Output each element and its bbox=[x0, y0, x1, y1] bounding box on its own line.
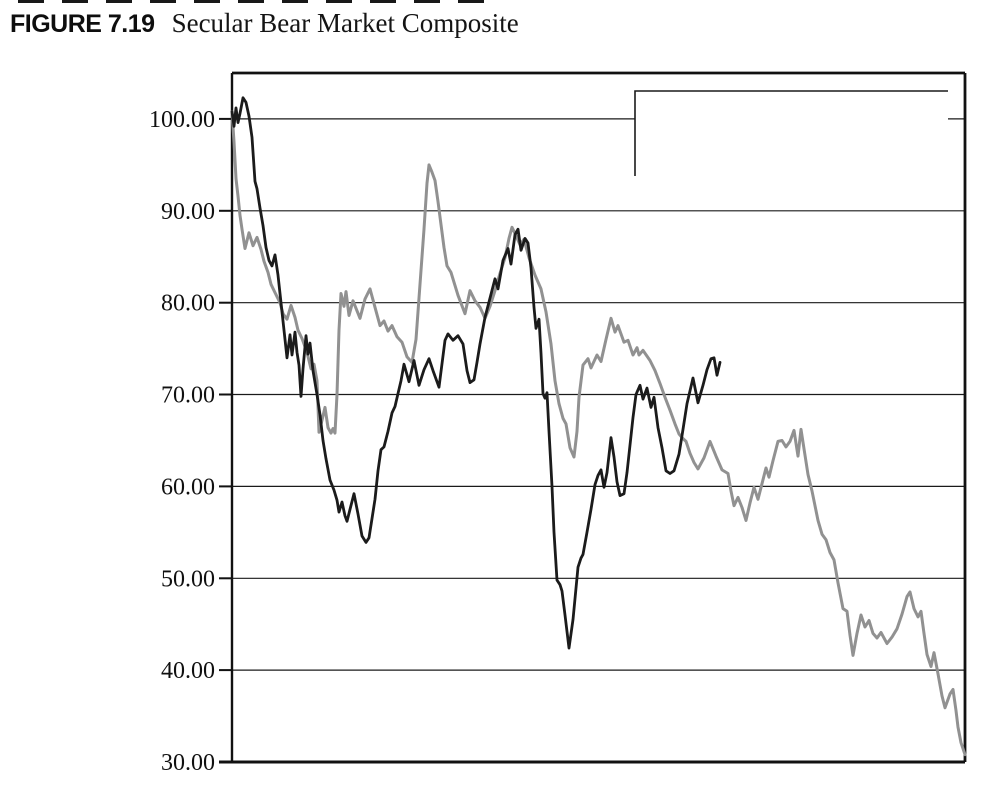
y-tick-label-50: 50.00 bbox=[161, 566, 215, 592]
y-tick-label-70: 70.00 bbox=[161, 383, 215, 409]
series-1-black-line bbox=[230, 96, 722, 650]
legend-box bbox=[635, 91, 948, 176]
legend-box-border bbox=[634, 90, 948, 176]
y-tick-label-90: 90.00 bbox=[161, 199, 215, 225]
figure-header: FIGURE 7.19 Secular Bear Market Composite bbox=[10, 8, 519, 39]
series-2-gray-line bbox=[230, 110, 967, 757]
cropped-text-remnant bbox=[18, 0, 500, 3]
figure-title: Secular Bear Market Composite bbox=[171, 8, 519, 38]
y-tick-label-100: 100.00 bbox=[149, 107, 215, 133]
figure-label: FIGURE 7.19 bbox=[10, 10, 155, 38]
y-tick-label-40: 40.00 bbox=[161, 658, 215, 684]
y-tick-label-30: 30.00 bbox=[161, 750, 215, 776]
y-tick-label-80: 80.00 bbox=[161, 291, 215, 317]
y-tick-label-60: 60.00 bbox=[161, 474, 215, 500]
